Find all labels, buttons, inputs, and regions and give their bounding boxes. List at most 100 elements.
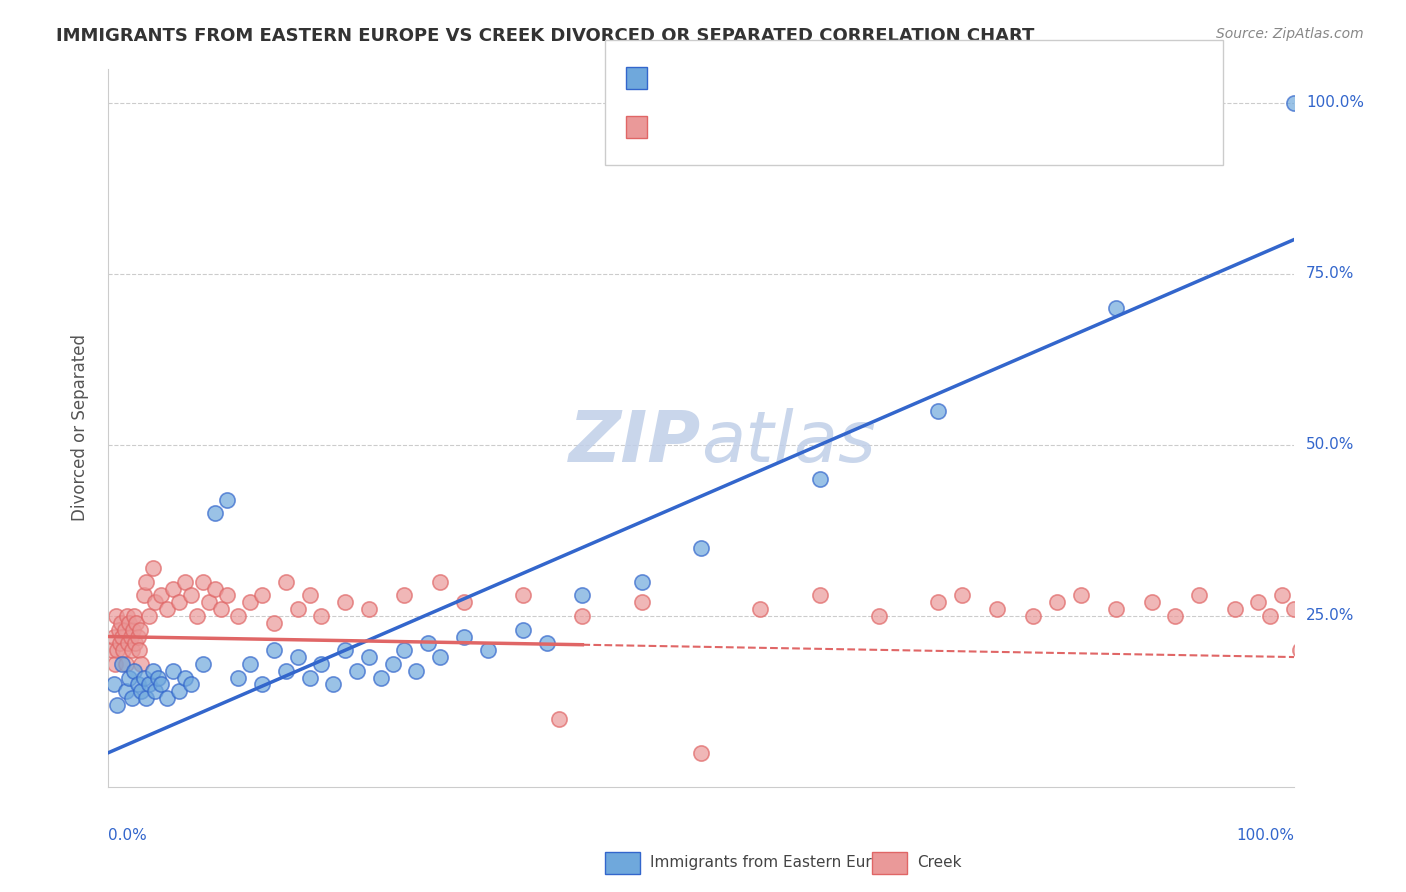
- Point: [104, 657, 127, 671]
- Text: R =  0.822   N = 53: R = 0.822 N = 53: [654, 69, 803, 83]
- Text: 50.0%: 50.0%: [1306, 437, 1354, 452]
- Point: [107, 643, 129, 657]
- Point: [105, 609, 128, 624]
- Text: 100.0%: 100.0%: [1306, 95, 1364, 111]
- Point: [129, 623, 152, 637]
- Point: [122, 664, 145, 678]
- Point: [536, 636, 558, 650]
- Point: [287, 602, 309, 616]
- Point: [690, 541, 713, 555]
- Point: [1164, 609, 1187, 624]
- Point: [239, 595, 262, 609]
- Point: [263, 615, 285, 630]
- Point: [690, 746, 713, 760]
- Text: Source: ZipAtlas.com: Source: ZipAtlas.com: [1216, 27, 1364, 41]
- Point: [111, 657, 134, 671]
- Point: [150, 677, 173, 691]
- Point: [162, 582, 184, 596]
- Point: [118, 671, 141, 685]
- Point: [142, 561, 165, 575]
- Text: Immigrants from Eastern Europe: Immigrants from Eastern Europe: [650, 855, 900, 870]
- Point: [186, 609, 208, 624]
- Point: [263, 643, 285, 657]
- Point: [322, 677, 344, 691]
- Point: [115, 609, 138, 624]
- Point: [1282, 602, 1305, 616]
- Point: [630, 574, 652, 589]
- Point: [135, 574, 157, 589]
- Point: [118, 615, 141, 630]
- Point: [1069, 589, 1091, 603]
- Text: ZIP: ZIP: [569, 408, 702, 476]
- Point: [357, 650, 380, 665]
- Point: [129, 684, 152, 698]
- Point: [239, 657, 262, 671]
- Point: [418, 636, 440, 650]
- Point: [167, 684, 190, 698]
- Point: [127, 677, 149, 691]
- Point: [108, 636, 131, 650]
- Point: [228, 671, 250, 685]
- Point: [111, 630, 134, 644]
- Point: [122, 609, 145, 624]
- Point: [180, 677, 202, 691]
- Point: [250, 677, 273, 691]
- Point: [1046, 595, 1069, 609]
- Text: 75.0%: 75.0%: [1306, 267, 1354, 281]
- Point: [132, 589, 155, 603]
- Point: [357, 602, 380, 616]
- Point: [1289, 643, 1312, 657]
- Point: [180, 589, 202, 603]
- Point: [120, 630, 142, 644]
- Point: [132, 671, 155, 685]
- Point: [1223, 602, 1246, 616]
- Point: [125, 615, 148, 630]
- Point: [174, 574, 197, 589]
- Point: [114, 657, 136, 671]
- Text: atlas: atlas: [702, 408, 876, 476]
- Point: [571, 589, 593, 603]
- Point: [215, 589, 238, 603]
- Point: [127, 630, 149, 644]
- Point: [114, 684, 136, 698]
- Point: [287, 650, 309, 665]
- Point: [1271, 589, 1294, 603]
- Point: [1258, 609, 1281, 624]
- Text: 0.0%: 0.0%: [108, 828, 146, 843]
- Point: [394, 643, 416, 657]
- Point: [146, 671, 169, 685]
- Point: [228, 609, 250, 624]
- Point: [1105, 602, 1128, 616]
- Point: [808, 589, 831, 603]
- Point: [630, 595, 652, 609]
- Text: 25.0%: 25.0%: [1306, 608, 1354, 624]
- Point: [335, 595, 357, 609]
- Point: [927, 595, 949, 609]
- Point: [950, 589, 973, 603]
- Point: [103, 630, 125, 644]
- Point: [124, 636, 146, 650]
- Point: [1188, 589, 1211, 603]
- Point: [156, 602, 179, 616]
- Point: [986, 602, 1008, 616]
- Y-axis label: Divorced or Separated: Divorced or Separated: [72, 334, 89, 521]
- Point: [128, 643, 150, 657]
- Point: [274, 574, 297, 589]
- Point: [547, 712, 569, 726]
- Text: R = -0.068   N = 79: R = -0.068 N = 79: [654, 118, 804, 132]
- Point: [453, 595, 475, 609]
- Point: [571, 609, 593, 624]
- Point: [381, 657, 404, 671]
- Point: [162, 664, 184, 678]
- Point: [335, 643, 357, 657]
- Point: [311, 609, 333, 624]
- Point: [927, 403, 949, 417]
- Point: [204, 506, 226, 520]
- Point: [110, 615, 132, 630]
- Point: [145, 595, 167, 609]
- Point: [1140, 595, 1163, 609]
- Point: [107, 698, 129, 712]
- Point: [191, 657, 214, 671]
- Point: [129, 657, 152, 671]
- Point: [174, 671, 197, 685]
